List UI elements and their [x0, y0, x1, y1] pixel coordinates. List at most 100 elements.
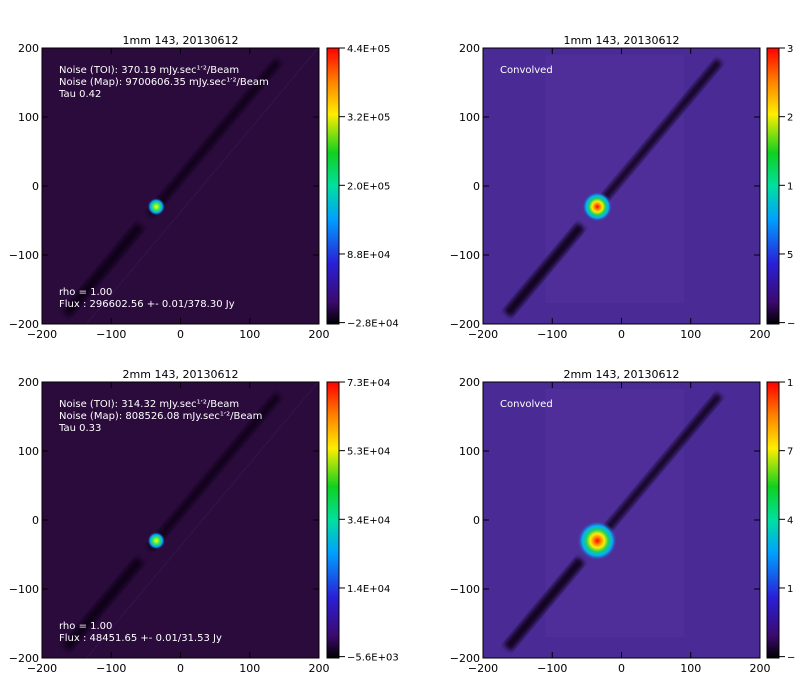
colorbar-tick-label: − — [787, 319, 795, 330]
rho-label: rho = 1.00 — [59, 287, 112, 298]
y-tick-label: −200 — [450, 652, 480, 665]
stripe-lower — [62, 556, 145, 652]
tau-label: Tau 0.42 — [58, 89, 101, 100]
x-tick-label: −200 — [27, 328, 57, 341]
x-tick-label: 100 — [239, 662, 260, 675]
x-tick-label: −100 — [537, 328, 567, 341]
y-tick-label: 100 — [18, 445, 39, 458]
x-tick-label: 100 — [680, 662, 701, 675]
chart-title: 2mm 143, 20130612 — [564, 368, 680, 381]
convolved-label: Convolved — [500, 399, 553, 410]
y-tick-label: 0 — [473, 180, 480, 193]
colorbar-tick-label: 1.4E+04 — [347, 584, 390, 595]
y-tick-label: 200 — [18, 376, 39, 389]
y-tick-label: 200 — [18, 42, 39, 55]
colorbar-tick-label: 3 — [787, 44, 793, 55]
colorbar-tick-label: 8.8E+04 — [347, 250, 390, 261]
convolved-region — [545, 54, 684, 304]
x-tick-label: 0 — [618, 328, 625, 341]
colorbar-tick-label: 2 — [787, 113, 793, 124]
colorbar-tick-label: 1 — [787, 378, 793, 389]
convolved-region — [545, 388, 684, 638]
rho-label: rho = 1.00 — [59, 621, 112, 632]
chart-panel-3: 2mm 143, 20130612 −200−200 −100 −100 0 0 100 10… — [9, 368, 399, 675]
chart-panel-4: 2mm 143, 20130612−200−200−100−1000010010… — [450, 368, 796, 675]
y-tick-label: −200 — [9, 652, 39, 665]
x-tick-label: −100 — [537, 662, 567, 675]
x-tick-label: 100 — [239, 328, 260, 341]
stripe-upper — [587, 392, 723, 551]
noise-map-label: Noise (Map): 9700606.35 mJy.sec¹′²/Beam — [59, 77, 269, 88]
map-content — [503, 54, 723, 318]
y-tick-label: 0 — [473, 514, 480, 527]
y-tick-label: −200 — [450, 318, 480, 331]
colorbar — [766, 381, 780, 659]
y-tick-label: −100 — [9, 583, 39, 596]
colorbar-tick-label: 7 — [787, 447, 793, 458]
y-tick-label: 100 — [459, 111, 480, 124]
map-background — [483, 382, 760, 658]
colorbar-tick-label: −2.8E+04 — [347, 319, 399, 330]
colorbar-tick-label: 5.3E+04 — [347, 447, 390, 458]
y-tick-label: 100 — [459, 445, 480, 458]
chart-panel-1: 1mm 143, 20130612 −200−200 −100 −100 0 0 100 10… — [9, 34, 399, 341]
flux-label: Flux : 296602.56 +- 0.01/378.30 Jy — [59, 299, 235, 310]
y-tick-label: 200 — [459, 376, 480, 389]
stripe-lower — [503, 556, 586, 652]
source-peak — [582, 191, 613, 222]
x-tick-label: −200 — [468, 662, 498, 675]
chart-panel-2: 1mm 143, 20130612−200−200−100−1000010010… — [450, 34, 796, 341]
stripe-group — [503, 392, 723, 652]
map-background — [42, 48, 319, 324]
stripe-upper — [146, 58, 282, 217]
map-background — [42, 382, 319, 658]
x-tick-label: 0 — [177, 328, 184, 341]
map-content — [44, 48, 319, 324]
colorbar-tick-label: 4 — [787, 515, 793, 526]
flux-label: Flux : 48451.65 +- 0.01/31.53 Jy — [59, 633, 222, 644]
stripe-upper — [146, 392, 282, 551]
y-tick-label: −100 — [450, 249, 480, 262]
colorbar-tick-label: 1 — [787, 181, 793, 192]
x-tick-label: 0 — [177, 662, 184, 675]
x-tick-label: 200 — [309, 328, 330, 341]
colorbar-tick-label: − — [787, 653, 795, 664]
y-tick-label: 200 — [459, 42, 480, 55]
stripe-lower — [503, 222, 586, 318]
map-content — [503, 388, 723, 652]
colorbar-tick-label: 7.3E+04 — [347, 378, 390, 389]
x-tick-label: 200 — [750, 328, 771, 341]
stripe-group — [44, 382, 319, 658]
chart-title: 2mm 143, 20130612 — [123, 368, 239, 381]
chart-title: 1mm 143, 20130612 — [123, 34, 239, 47]
stripe-group — [503, 58, 723, 318]
map-content — [44, 382, 319, 658]
colorbar-tick-label: 2.0E+05 — [347, 181, 390, 192]
y-tick-label: 100 — [18, 111, 39, 124]
x-tick-label: −100 — [96, 328, 126, 341]
tau-label: Tau 0.33 — [58, 423, 101, 434]
colorbar — [326, 47, 340, 325]
x-tick-label: 0 — [618, 662, 625, 675]
noise-toi-label: Noise (TOI): 370.19 mJy.sec¹′²/Beam — [59, 65, 239, 76]
scan-line — [44, 48, 319, 324]
stripe-upper — [587, 58, 723, 217]
x-tick-label: −200 — [27, 662, 57, 675]
colorbar — [326, 381, 340, 659]
colorbar-tick-label: 3.4E+04 — [347, 515, 390, 526]
x-tick-label: −200 — [468, 328, 498, 341]
convolved-label: Convolved — [500, 65, 553, 76]
x-tick-label: 200 — [309, 662, 330, 675]
y-tick-label: −100 — [9, 249, 39, 262]
map-background — [483, 48, 760, 324]
source-peak — [147, 197, 166, 216]
chart-title: 1mm 143, 20130612 — [564, 34, 680, 47]
x-tick-label: 200 — [750, 662, 771, 675]
noise-toi-label: Noise (TOI): 314.32 mJy.sec¹′²/Beam — [59, 399, 239, 410]
source-peak — [147, 531, 166, 550]
source-peak — [577, 520, 618, 561]
colorbar-tick-label: 1 — [787, 584, 793, 595]
noise-map-label: Noise (Map): 808526.08 mJy.sec¹′²/Beam — [59, 411, 262, 422]
colorbar — [766, 47, 780, 325]
